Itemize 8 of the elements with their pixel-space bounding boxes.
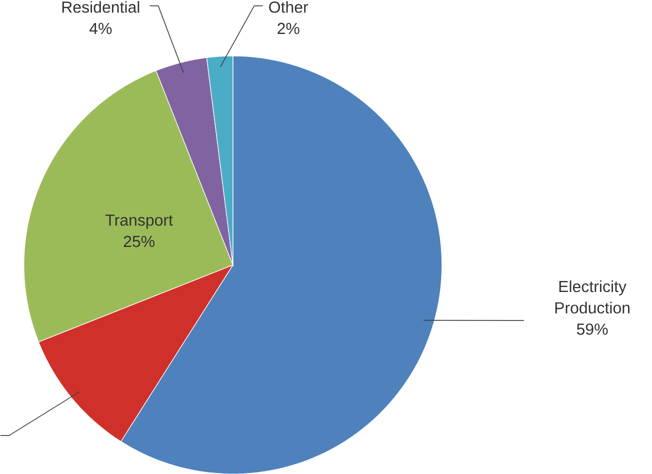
data-label: 25%	[124, 236, 154, 247]
slice-label: Transport	[105, 214, 173, 229]
slice-label: Residential	[62, 0, 140, 13]
data-label: 59%	[576, 323, 608, 335]
data-label: 2%	[278, 22, 300, 34]
slice-label: Electricity Production	[555, 280, 630, 314]
data-label: 4%	[89, 22, 112, 34]
slice-label: Other	[269, 0, 308, 13]
